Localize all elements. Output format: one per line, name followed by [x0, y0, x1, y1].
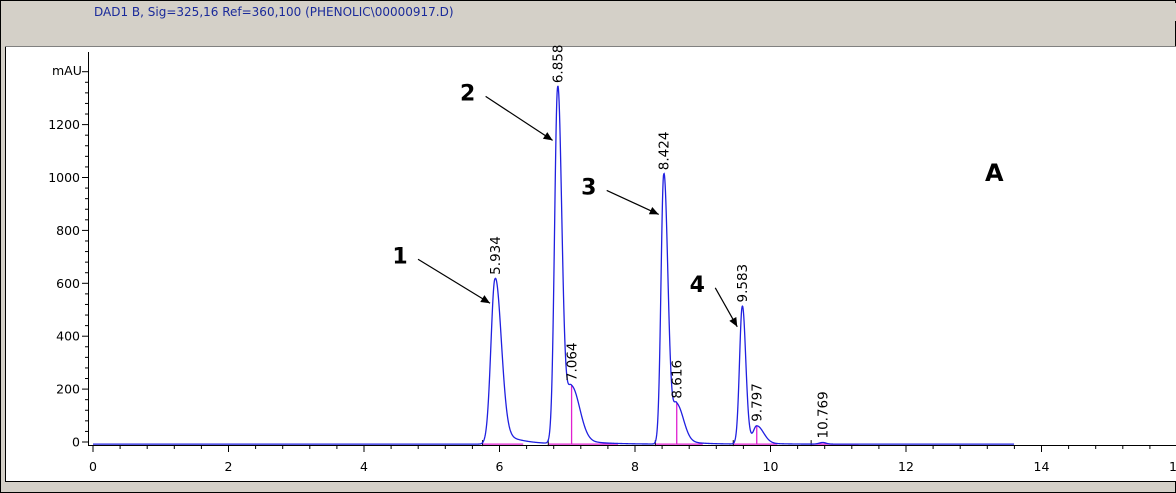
- annotation-label: 3: [581, 175, 596, 200]
- y-axis: 0 200 400 600 800 1000 1200: [48, 52, 89, 450]
- header-bar: [5, 3, 1176, 21]
- annotation-arrowhead: [480, 295, 491, 304]
- annotation-arrowhead: [729, 317, 738, 327]
- y-tick-label: 600: [56, 276, 80, 291]
- panel-label: A: [985, 159, 1004, 187]
- x-tick-label: 0: [89, 459, 97, 474]
- x-tick-label: 16: [1169, 459, 1176, 474]
- annotation-label: 2: [460, 81, 475, 106]
- y-tick-label: 400: [56, 329, 80, 344]
- annotation-arrow: [417, 258, 491, 304]
- y-tick-label: 800: [56, 223, 80, 238]
- peak-annotations: 1 2 3 4: [392, 81, 738, 328]
- x-tick-label: 12: [898, 459, 914, 474]
- y-axis-label: mAU: [52, 63, 82, 78]
- y-axis-panel: [5, 47, 88, 481]
- chromatogram-title: DAD1 B, Sig=325,16 Ref=360,100 (PHENOLIC…: [94, 5, 454, 19]
- peak-rt-label: 10.769: [816, 391, 832, 438]
- annotation-arrow: [606, 189, 659, 215]
- peak-rt-label: 7.064: [565, 342, 581, 381]
- y-tick-label: 1200: [48, 117, 80, 132]
- peak-rt-label: 8.616: [670, 360, 686, 399]
- annotation-label: 1: [392, 244, 407, 269]
- peak-rt-label: 8.424: [657, 132, 673, 171]
- y-tick-label: 0: [72, 435, 80, 450]
- annotation-label: 4: [690, 273, 705, 298]
- annotation-arrowhead: [542, 132, 553, 141]
- annotation-arrowhead: [648, 206, 659, 215]
- x-axis-panel: [88, 445, 1176, 481]
- x-tick-label: 14: [1034, 459, 1050, 474]
- annotation-arrow: [485, 95, 553, 141]
- peak-rt-label: 5.934: [488, 236, 504, 275]
- peak-rt-label: 9.583: [735, 264, 751, 303]
- peak-labels: 5.934 6.858 7.064 8.424 8.616 9.583 9.797 10.76…: [488, 45, 832, 439]
- x-axis: 0 2 4 6 8 10 12 14 16: [88, 445, 1176, 474]
- signal-trace: [93, 85, 1015, 445]
- y-tick-label: 200: [56, 382, 80, 397]
- peak-rt-label: 6.858: [551, 45, 567, 84]
- x-tick-label: 6: [496, 459, 504, 474]
- x-tick-label: 10: [763, 459, 779, 474]
- peak-rt-label: 9.797: [750, 383, 766, 422]
- plot-area: [88, 47, 1176, 445]
- y-tick-label: 1000: [48, 170, 80, 185]
- x-tick-label: 8: [631, 459, 639, 474]
- x-tick-label: 4: [360, 459, 368, 474]
- x-tick-label: 2: [225, 459, 233, 474]
